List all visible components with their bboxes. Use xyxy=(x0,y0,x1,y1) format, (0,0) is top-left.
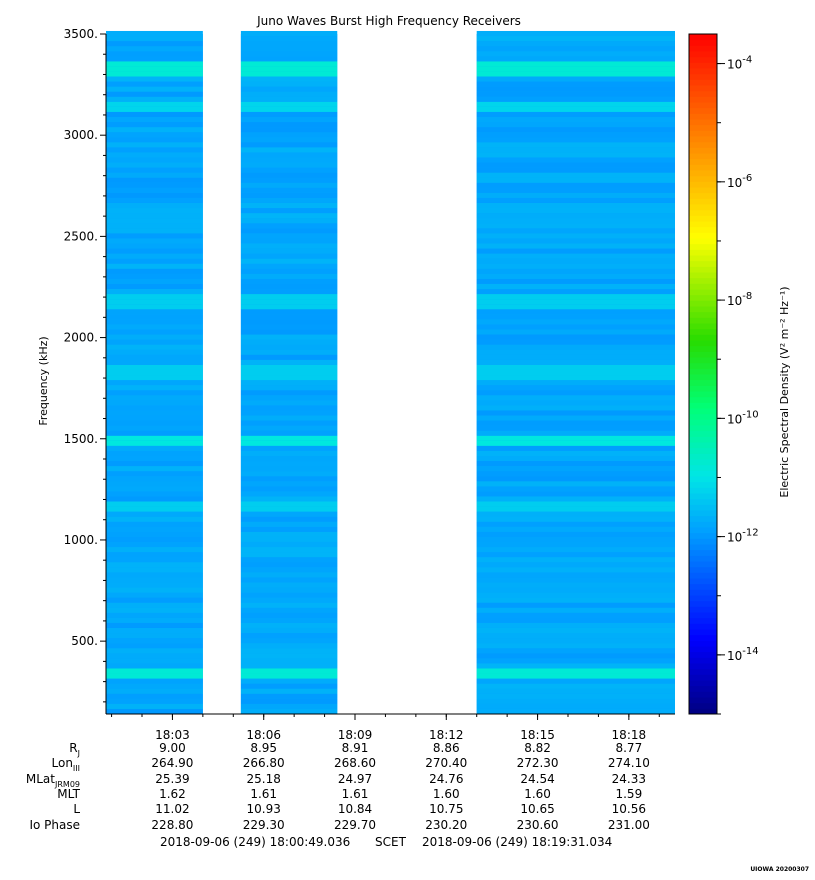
plot-axes: 500. 1000. 1500. 2000. 2500. 3000. 3500. 18:03 1… xyxy=(64,27,675,742)
ephemeris-value: 229.70 xyxy=(334,817,376,832)
ephemeris-value: 25.39 xyxy=(155,771,190,786)
colorbar-tick-label: 10-14 xyxy=(727,646,759,663)
ephemeris-value: 1.61 xyxy=(341,786,369,801)
ephemeris-label: MLatJRM09 xyxy=(25,771,80,789)
ephemeris-value: 230.60 xyxy=(516,817,559,832)
colorbar-tick-label: 10-10 xyxy=(727,409,759,426)
y-tick-label: 3000. xyxy=(64,128,98,142)
spectrogram-segment-3 xyxy=(476,30,675,714)
colorbar-tick-label: 10-12 xyxy=(727,528,759,545)
x-tick-label: 18:03 xyxy=(155,728,190,742)
ephemeris-label: MLT xyxy=(57,786,80,801)
x-tick-label: 18:18 xyxy=(612,728,647,742)
ephemeris-value: 8.86 xyxy=(432,741,460,755)
y-tick-label: 3500. xyxy=(64,27,98,41)
ephemeris-value: 274.10 xyxy=(607,756,650,771)
ephemeris-value: 25.18 xyxy=(246,771,281,786)
ephemeris-value: 8.82 xyxy=(524,741,551,755)
ephemeris-value: 272.30 xyxy=(516,756,559,771)
spectrogram-heatmap xyxy=(106,30,675,714)
colorbar-tick-label: 10-6 xyxy=(727,173,752,190)
ephemeris-value: 8.91 xyxy=(341,741,369,755)
ephemeris-value: 228.80 xyxy=(151,817,194,832)
ephemeris-value: 1.59 xyxy=(615,786,643,801)
y-tick-label: 1500. xyxy=(64,432,98,446)
y-tick-label: 1000. xyxy=(64,533,98,547)
y-tick-label: 2500. xyxy=(64,229,98,243)
scet-start: 2018-09-06 (249) 18:00:49.036 xyxy=(160,835,351,849)
ephemeris-value: 270.40 xyxy=(425,756,468,771)
scet-end: 2018-09-06 (249) 18:19:31.034 xyxy=(422,835,613,849)
ephemeris-value: 24.33 xyxy=(611,771,647,786)
ephemeris-value: 24.76 xyxy=(429,771,464,786)
ephemeris-value: 1.61 xyxy=(250,786,278,801)
y-tick-label: 500. xyxy=(71,634,98,648)
spectrogram-segment-2 xyxy=(240,30,338,714)
processing-stamp: UIOWA 20200307 xyxy=(750,866,809,873)
ephemeris-value: 24.54 xyxy=(520,771,555,786)
ephemeris-value: 264.90 xyxy=(151,756,194,771)
ephemeris-label: Io Phase xyxy=(29,817,80,832)
x-tick-label: 18:09 xyxy=(338,728,373,742)
ephemeris-value: 231.00 xyxy=(607,817,650,832)
colorbar-tick-label: 10-4 xyxy=(727,55,752,72)
colorbar-tick-label: 10-8 xyxy=(727,291,752,308)
ephemeris-value: 230.20 xyxy=(425,817,468,832)
colorbar-label: Electric Spectral Density (V² m⁻² Hz⁻¹) xyxy=(778,286,791,497)
ephemeris-value: 1.62 xyxy=(159,786,186,801)
ephemeris-value: 1.60 xyxy=(524,786,551,801)
ephemeris-value: 10.56 xyxy=(611,802,647,817)
ephemeris-value: 8.77 xyxy=(615,741,643,755)
ephemeris-label: LonIII xyxy=(51,756,81,774)
x-tick-label: 18:15 xyxy=(520,728,555,742)
ephemeris-value: 10.84 xyxy=(337,802,373,817)
colorbar-frame xyxy=(688,33,718,715)
ephemeris-label: RJ xyxy=(69,741,80,758)
ephemeris-value: 268.60 xyxy=(334,756,376,771)
ephemeris-value: 9.00 xyxy=(159,741,186,755)
x-tick-label: 18:06 xyxy=(246,728,281,742)
spectrogram-segment-1 xyxy=(106,30,203,714)
ephemeris-value: 266.80 xyxy=(242,756,285,771)
ephemeris-value: 10.93 xyxy=(246,802,281,817)
ephemeris-value: 10.75 xyxy=(429,802,464,817)
ephemeris-value: 8.95 xyxy=(250,741,278,755)
chart-title: Juno Waves Burst High Frequency Receiver… xyxy=(256,14,521,28)
y-axis-label: Frequency (kHz) xyxy=(37,336,50,425)
scet-label: SCET xyxy=(375,835,406,849)
ephemeris-value: 11.02 xyxy=(155,802,190,817)
colorbar: 10-4 10-6 10-8 10-10 10-12 10-14 Electric Spec… xyxy=(688,33,791,715)
ephemeris-label: L xyxy=(73,802,80,817)
ephemeris-value: 10.65 xyxy=(520,802,555,817)
ephemeris-value: 24.97 xyxy=(337,771,373,786)
ephemeris-value: 1.60 xyxy=(432,786,460,801)
x-tick-label: 18:12 xyxy=(429,728,464,742)
y-tick-label: 2000. xyxy=(64,331,98,345)
ephemeris-value: 229.30 xyxy=(242,817,285,832)
